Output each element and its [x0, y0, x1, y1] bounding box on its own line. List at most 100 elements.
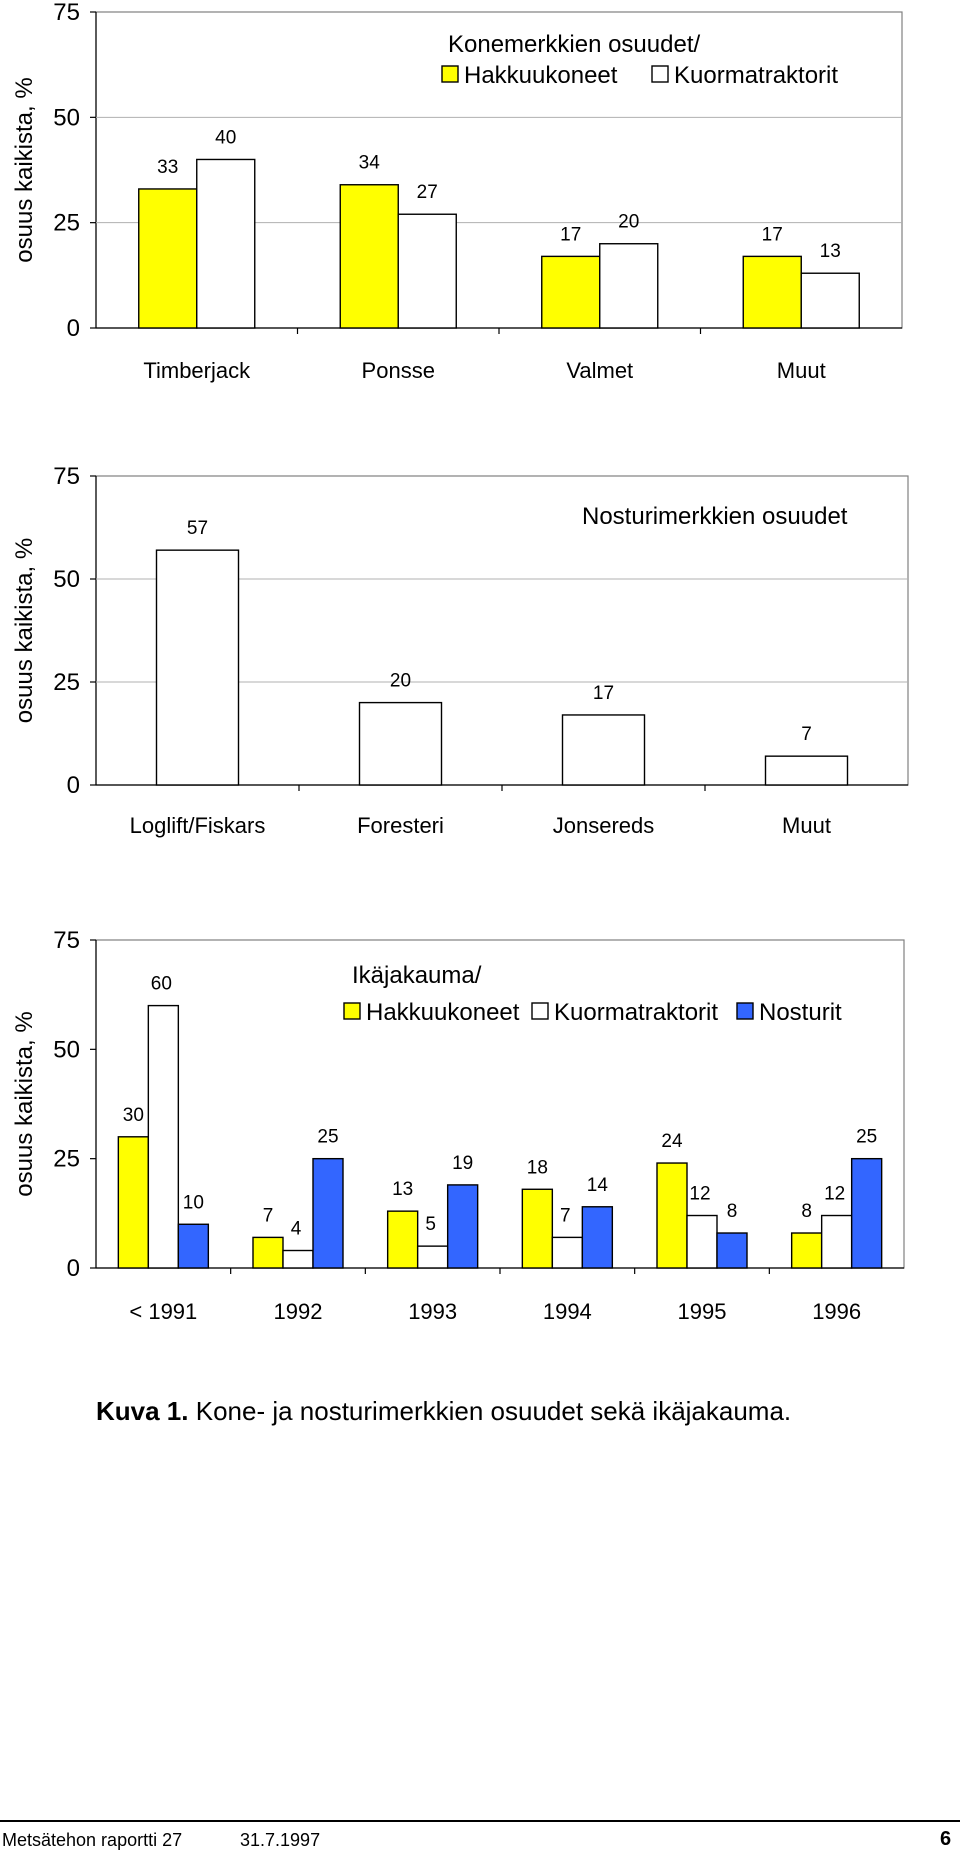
chart0-data-label-s0-c1: 34 [359, 153, 381, 174]
chart2-data-label-s1-c0: 60 [151, 974, 172, 995]
chart2-legend-swatch-2 [736, 1002, 754, 1020]
chart0-ytick-label-3: 75 [53, 0, 80, 26]
chart0-bar-s0-c3 [742, 255, 802, 329]
chart0-legend-swatch-0 [441, 65, 459, 83]
chart0-ytick-label-2: 50 [53, 104, 80, 131]
chart0-ytick-label-1: 25 [53, 210, 80, 237]
chart1-data-label-s0-c3: 7 [801, 724, 812, 745]
chart0-ytick-label-0: 0 [67, 315, 80, 342]
chart2-legend-swatch-1 [531, 1002, 549, 1020]
chart0-data-label-s0-c3: 17 [762, 224, 783, 245]
chart0-legend-label-0: Hakkuukoneet [464, 62, 618, 89]
chart2-data-label-s2-c4: 8 [727, 1201, 738, 1222]
chart1-category-label-3: Muut [782, 813, 831, 838]
chart2-title: Ikäjakauma/ [352, 962, 482, 989]
chart1-bar-s0-c2 [561, 714, 646, 786]
chart2-bar-s2-c4 [716, 1232, 748, 1269]
caption-text: Kone- ja nosturimerkkien osuudet sekä ik… [188, 1396, 792, 1426]
chart2-bar-s1-c3 [551, 1236, 584, 1269]
footer-rule [0, 1820, 960, 1822]
chart2-data-label-s2-c0: 10 [183, 1192, 204, 1213]
chart0-category-label-3: Muut [777, 358, 826, 383]
chart2-category-label-5: 1996 [812, 1299, 861, 1324]
chart2-category-label-1: 1992 [274, 1299, 323, 1324]
chart2-bar-s2-c2 [446, 1184, 479, 1269]
chart0-bar-s1-c0 [196, 158, 256, 329]
chart0-category-label-0: Timberjack [143, 358, 251, 383]
chart2-bar-s0-c3 [521, 1188, 554, 1269]
chart2-bar-s1-c1 [282, 1249, 314, 1269]
chart2-category-label-4: 1995 [678, 1299, 727, 1324]
chart1-ytick-label-0: 0 [67, 772, 80, 799]
chart2-data-label-s0-c2: 13 [392, 1179, 413, 1200]
chart1-category-label-0: Loglift/Fiskars [130, 813, 266, 838]
chart1-ytick-label-2: 50 [53, 566, 80, 593]
chart0-data-label-s1-c2: 20 [618, 212, 639, 233]
chart2-legend-label-0: Hakkuukoneet [366, 999, 520, 1026]
chart1-category-label-1: Foresteri [357, 813, 444, 838]
chart0-legend-label-1: Kuormatraktorit [674, 62, 838, 89]
chart2-data-label-s1-c5: 12 [824, 1184, 845, 1205]
chart0-category-label-1: Ponsse [362, 358, 435, 383]
chart1-bar-s0-c1 [358, 701, 443, 786]
chart1-ytick-label-3: 75 [53, 463, 80, 490]
chart1-category-label-2: Jonsereds [553, 813, 655, 838]
chart1-bar-s0-c0 [155, 549, 240, 786]
chart2-bar-s2-c5 [850, 1157, 883, 1269]
chart0-bar-s1-c2 [599, 243, 659, 329]
chart2-data-label-s2-c3: 14 [587, 1175, 609, 1196]
chart2-ytick-label-2: 50 [53, 1036, 80, 1063]
footer-report: Metsätehon raportti 27 [2, 1830, 183, 1850]
chart1-title: Nosturimerkkien osuudet [582, 503, 848, 530]
caption-label: Kuva 1. [96, 1396, 189, 1426]
chart0-category-label-2: Valmet [566, 358, 633, 383]
chart2-category-label-2: 1993 [408, 1299, 457, 1324]
chart1-data-label-s0-c2: 17 [593, 683, 614, 704]
chart2-data-label-s1-c1: 4 [291, 1219, 302, 1240]
chart2-legend-swatch-0 [343, 1002, 361, 1020]
chart2-data-label-s0-c5: 8 [801, 1201, 812, 1222]
chart1-bar-s0-c3 [764, 755, 849, 786]
chart1-data-label-s0-c1: 20 [390, 671, 411, 692]
chart2-data-label-s0-c4: 24 [661, 1131, 683, 1152]
chart0-data-label-s1-c0: 40 [215, 127, 236, 148]
chart2-data-label-s0-c0: 30 [123, 1105, 144, 1126]
chart2-bar-s2-c3 [581, 1206, 614, 1269]
chart2-bar-s0-c5 [790, 1232, 823, 1269]
chart2-ytick-label-1: 25 [53, 1146, 80, 1173]
chart2-bar-s0-c0 [117, 1136, 150, 1269]
chart2-bar-s0-c1 [252, 1236, 284, 1269]
chart0-data-label-s1-c3: 13 [820, 241, 841, 262]
chart2-plot-frame [95, 939, 905, 1269]
chart0-bar-s0-c2 [541, 255, 601, 329]
figure-caption: Kuva 1. Kone- ja nosturimerkkien osuudet… [96, 1396, 791, 1427]
chart0-legend-swatch-1 [651, 65, 669, 83]
chart2-data-label-s0-c3: 18 [527, 1157, 548, 1178]
chart2-bar-s0-c2 [386, 1210, 419, 1269]
chart0-title: Konemerkkien osuudet/ [448, 31, 700, 58]
chart2-legend-label-1: Kuormatraktorit [554, 999, 718, 1026]
chart2-data-label-s0-c1: 7 [263, 1205, 274, 1226]
chart2-bar-s1-c0 [147, 1004, 180, 1269]
chart2-bar-s1-c5 [820, 1214, 853, 1269]
chart0-data-label-s0-c0: 33 [157, 157, 178, 178]
chart2-data-label-s1-c2: 5 [425, 1214, 436, 1235]
chart2-ytick-label-3: 75 [53, 927, 80, 954]
chart2-ylabel: osuus kaikista, % [11, 1011, 38, 1196]
chart2-data-label-s2-c2: 19 [452, 1153, 473, 1174]
chart0-bar-s1-c1 [397, 213, 457, 329]
chart1-data-label-s0-c0: 57 [187, 518, 208, 539]
chart2-bar-s2-c1 [312, 1157, 344, 1269]
footer-date: 31.7.1997 [240, 1830, 321, 1850]
chart2-category-label-0: < 1991 [129, 1299, 197, 1324]
chart2-data-label-s1-c3: 7 [560, 1205, 571, 1226]
chart0-data-label-s0-c2: 17 [560, 224, 581, 245]
chart2-category-label-3: 1994 [543, 1299, 592, 1324]
chart2-bar-s1-c2 [416, 1245, 449, 1269]
chart1-ytick-label-1: 25 [53, 669, 80, 696]
chart0-bar-s1-c3 [800, 272, 860, 329]
chart2-data-label-s2-c1: 25 [317, 1127, 338, 1148]
chart2-bar-s1-c4 [686, 1214, 718, 1269]
chart2-bar-s2-c0 [177, 1223, 210, 1269]
chart2-ytick-label-0: 0 [67, 1255, 80, 1282]
